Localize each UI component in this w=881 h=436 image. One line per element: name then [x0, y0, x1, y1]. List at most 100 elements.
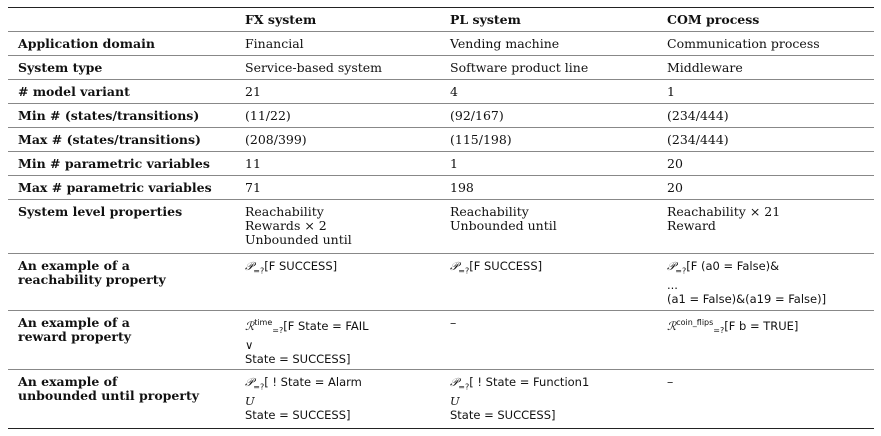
table-row: Application domain Financial Vending machi… [8, 32, 874, 56]
table-row: System type Service-based system Software … [8, 56, 874, 80]
cell: 20 [667, 156, 683, 171]
reward-operator: ℛ [245, 318, 255, 333]
formula: State = SUCCESS] [245, 408, 351, 423]
row-label: Max # (states/transitions) [18, 132, 201, 147]
cell: 21 [245, 84, 261, 99]
cell: 𝒫=?[ ! State = Function1 U State = SUCCESS… [440, 370, 657, 429]
cell: 𝒫=?[F (a0 = False)&... (a1 = False)&(a19 … [657, 254, 874, 311]
header-com: COM process [667, 12, 760, 27]
cell: 198 [450, 180, 474, 195]
subscript: =? [272, 326, 284, 336]
cell: Service-based system [245, 60, 383, 75]
row-label: An example of a reachability property [8, 254, 235, 311]
cell: Reachability Unbounded until [440, 200, 657, 254]
cell: (234/444) [667, 108, 729, 123]
formula: ... [667, 278, 678, 293]
label-line: unbounded until property [18, 388, 199, 403]
header-row: FX system PL system COM process [8, 7, 874, 32]
table-row: An example of a reward property ℛtime=?[F… [8, 311, 874, 370]
cell-line: Unbounded until [245, 232, 352, 247]
row-label: An example of a reward property [8, 311, 235, 370]
formula: ∨ [245, 338, 254, 353]
label-line: An example of [18, 374, 118, 389]
cell: (234/444) [667, 132, 729, 147]
cell: Reachability × 21 Reward [657, 200, 874, 254]
row-label: An example of unbounded until property [8, 370, 235, 429]
formula: [F State = FAIL [283, 318, 369, 333]
superscript: time [254, 318, 273, 327]
subscript: =? [253, 266, 265, 276]
formula: State = SUCCESS] [245, 352, 351, 367]
subscript: =? [253, 382, 265, 392]
cell: (115/198) [450, 132, 512, 147]
cell: 71 [245, 180, 261, 195]
cell: (92/167) [450, 108, 504, 123]
row-label: Min # parametric variables [18, 156, 210, 171]
table-row: System level properties Reachability Rewa… [8, 200, 874, 254]
until-operator: U [245, 394, 255, 409]
cell: ℛcoin_flips=?[F b = TRUE] [657, 311, 874, 370]
row-label: System level properties [18, 204, 183, 219]
subscript: =? [675, 266, 687, 276]
table-row: Min # (states/transitions) (11/22) (92/167… [8, 104, 874, 128]
cell: 1 [450, 156, 458, 171]
header-fx: FX system [245, 12, 317, 27]
cell: 𝒫=?[F SUCCESS] [235, 254, 440, 311]
table-row: Max # parametric variables 71 198 20 [8, 176, 874, 200]
formula: [F SUCCESS] [469, 259, 543, 273]
cell: 20 [667, 180, 683, 195]
cell: 𝒫=?[ ! State = Alarm U State = SUCCESS] [235, 370, 440, 429]
cell-line: Reachability × 21 [667, 204, 781, 219]
label-line: reward property [18, 329, 132, 344]
cell: (208/399) [245, 132, 307, 147]
cell: Reachability Rewards × 2 Unbounded until [235, 200, 440, 254]
row-label: Min # (states/transitions) [18, 108, 200, 123]
table-row: # model variant 21 4 1 [8, 80, 874, 104]
cell: Vending machine [450, 36, 560, 51]
formula: (a1 = False)&(a19 = False)] [667, 292, 827, 307]
prob-operator: 𝒫 [667, 259, 676, 273]
formula: [F SUCCESS] [264, 259, 338, 273]
cell: 𝒫=?[F SUCCESS] [440, 254, 657, 311]
cell: Middleware [667, 60, 743, 75]
cell: – [667, 374, 674, 389]
table-row: An example of unbounded until property 𝒫=… [8, 370, 874, 429]
cell: Communication process [667, 36, 820, 51]
subscript: =? [458, 266, 470, 276]
cell: (11/22) [245, 108, 291, 123]
subscript: =? [458, 382, 470, 392]
subscript: =? [713, 326, 725, 336]
cell-line: Rewards × 2 [245, 218, 327, 233]
until-operator: U [450, 394, 460, 409]
comparison-table: FX system PL system COM process Applicat… [8, 7, 874, 429]
formula: [F b = TRUE] [724, 318, 799, 333]
table-row: Min # parametric variables 11 1 20 [8, 152, 874, 176]
table-row: Max # (states/transitions) (208/399) (115/… [8, 128, 874, 152]
formula: [F (a0 = False)& [686, 259, 780, 273]
label-line: An example of a [18, 258, 130, 273]
prob-operator: 𝒫 [245, 375, 254, 389]
header-pl: PL system [450, 12, 521, 27]
prob-operator: 𝒫 [450, 259, 459, 273]
label-line: An example of a [18, 315, 130, 330]
cell: 1 [667, 84, 675, 99]
cell-line: Unbounded until [450, 218, 557, 233]
row-label: # model variant [18, 84, 130, 99]
row-label: System type [18, 60, 103, 75]
header-empty [8, 8, 235, 32]
cell-line: Reward [667, 218, 716, 233]
formula: State = SUCCESS] [450, 408, 556, 423]
cell: – [450, 315, 457, 330]
table-row: An example of a reachability property 𝒫=?… [8, 254, 874, 311]
label-line: reachability property [18, 272, 166, 287]
cell: Software product line [450, 60, 589, 75]
cell: ℛtime=?[F State = FAIL ∨ State = SUCCESS] [235, 311, 440, 370]
cell: Financial [245, 36, 304, 51]
cell-line: Reachability [450, 204, 529, 219]
row-label: Application domain [18, 36, 155, 51]
reward-operator: ℛ [667, 318, 677, 333]
row-label: Max # parametric variables [18, 180, 212, 195]
formula: [ ! State = Alarm [264, 375, 362, 389]
prob-operator: 𝒫 [450, 375, 459, 389]
cell: 11 [245, 156, 261, 171]
